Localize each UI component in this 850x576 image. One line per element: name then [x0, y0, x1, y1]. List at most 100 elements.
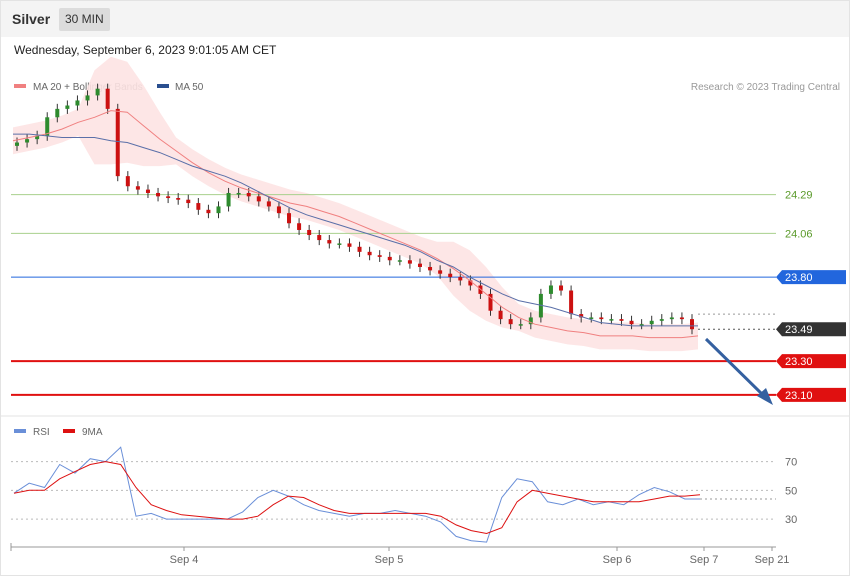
- candle-body: [55, 108, 60, 118]
- candle-body: [528, 317, 533, 325]
- symbol-title: Silver: [12, 11, 51, 27]
- ma50-legend-swatch: [157, 84, 169, 88]
- candle-body: [387, 256, 392, 261]
- ma50-line: [13, 133, 698, 327]
- level-label: 24.06: [785, 228, 813, 240]
- candle-body: [468, 280, 473, 286]
- timeframe-button[interactable]: 30 MIN: [59, 8, 110, 31]
- x-axis-label: Sep 6: [603, 554, 632, 566]
- candle-body: [176, 198, 181, 200]
- candle-body: [569, 290, 574, 315]
- candle-body: [377, 255, 382, 257]
- candle-body: [65, 105, 70, 109]
- x-axis-label: Sep 21: [755, 554, 790, 566]
- candle-body: [156, 192, 161, 197]
- level-label: 23.30: [785, 356, 813, 368]
- candle-body: [417, 263, 422, 267]
- x-axis-label: Sep 7: [690, 554, 719, 566]
- level-tag: [776, 322, 846, 337]
- candle-body: [659, 319, 664, 321]
- ma20-line: [12, 110, 699, 339]
- candle-body: [25, 139, 30, 143]
- rsi-ma-legend-label: 9MA: [82, 427, 103, 438]
- rsi-line: [13, 446, 700, 543]
- candle-body: [337, 243, 342, 245]
- rsi-tick-label: 50: [785, 485, 797, 497]
- candle-body: [428, 266, 433, 271]
- rsi-legend-swatch: [14, 429, 26, 433]
- candle-body: [145, 189, 150, 193]
- candle-body: [186, 199, 191, 204]
- candle-body: [679, 317, 684, 320]
- rsi-ma-line: [13, 461, 701, 535]
- credit-text: Research © 2023 Trading Central: [691, 82, 840, 93]
- candle-body: [367, 251, 372, 256]
- candle-body: [236, 192, 241, 195]
- candle-body: [599, 317, 604, 320]
- ma50-legend-label: MA 50: [175, 82, 204, 93]
- level-tag: [776, 354, 846, 369]
- candle-body: [297, 223, 302, 230]
- candle-body: [115, 108, 120, 177]
- level-label: 23.80: [785, 272, 813, 284]
- x-axis-label: Sep 4: [170, 554, 199, 566]
- candle-body: [307, 229, 312, 236]
- candle-body: [690, 319, 694, 330]
- candle-body: [579, 314, 584, 318]
- candle-body: [35, 135, 40, 140]
- candle-body: [639, 324, 644, 326]
- candle-body: [226, 192, 231, 207]
- timestamp: Wednesday, September 6, 2023 9:01:05 AM …: [14, 43, 277, 57]
- rsi-tick-label: 30: [785, 514, 797, 526]
- candle-body: [95, 88, 100, 96]
- candle-body: [15, 142, 19, 146]
- rsi-legend-label: RSI: [33, 427, 50, 438]
- candle-body: [609, 319, 614, 321]
- candle-body: [166, 196, 171, 199]
- candle-body: [347, 243, 352, 247]
- candle-body: [256, 196, 261, 202]
- projection-arrow: [704, 337, 773, 405]
- candle-body: [45, 117, 50, 136]
- candle-body: [458, 277, 463, 281]
- level-label: 23.49: [785, 324, 813, 336]
- candle-body: [498, 310, 503, 320]
- level-tag: [776, 387, 846, 402]
- level-label: 24.29: [785, 190, 813, 202]
- candle-body: [508, 319, 513, 325]
- candle-body: [276, 206, 281, 214]
- candle-body: [287, 213, 292, 224]
- candle-body: [397, 260, 402, 262]
- candle-body: [206, 209, 211, 214]
- rsi-tick-label: 70: [785, 457, 797, 469]
- candle-body: [619, 319, 624, 321]
- candle-body: [438, 270, 443, 274]
- candle-body: [85, 95, 90, 101]
- candle-body: [548, 285, 553, 294]
- candle-body: [317, 235, 322, 241]
- candle-body: [629, 320, 634, 325]
- header-bar: Silver 30 MIN: [1, 1, 849, 37]
- candle-body: [669, 317, 674, 320]
- candle-body: [589, 317, 594, 319]
- x-axis-label: Sep 5: [375, 554, 404, 566]
- candle-body: [649, 320, 654, 325]
- candle-body: [125, 176, 130, 187]
- rsi-ma-legend-swatch: [63, 429, 75, 433]
- candle-body: [518, 324, 523, 326]
- candle-body: [105, 88, 110, 109]
- candle-body: [327, 240, 332, 244]
- candle-body: [246, 192, 251, 197]
- ma20-legend-swatch: [14, 84, 26, 88]
- candle-body: [75, 100, 80, 106]
- bollinger-band-area: [13, 56, 698, 352]
- level-tag: [776, 270, 846, 285]
- candle-body: [135, 186, 140, 190]
- candle-body: [407, 260, 412, 264]
- candle-body: [266, 201, 271, 207]
- candle-body: [196, 203, 201, 210]
- candle-body: [216, 206, 221, 214]
- candle-body: [488, 293, 493, 311]
- level-label: 23.10: [785, 390, 813, 402]
